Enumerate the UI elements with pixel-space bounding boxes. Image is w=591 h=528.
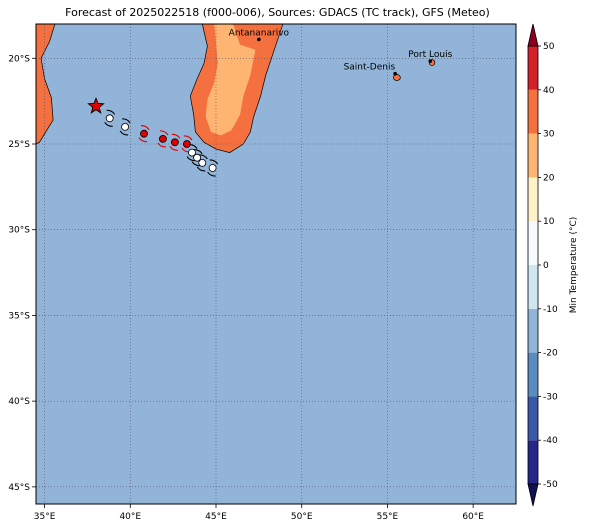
cyclone-eye [182, 140, 191, 148]
cyclone-arm [207, 171, 216, 177]
cyclone-eye [158, 134, 167, 143]
city-marker [393, 71, 397, 76]
lat-tick-label: 40°S [8, 397, 30, 407]
cyclone-arm [188, 144, 198, 149]
cyclone-eye [121, 123, 129, 131]
mozambique-land [35, 23, 56, 145]
colorbar-tick-label: -10 [543, 305, 558, 315]
cyclone-arm [159, 130, 169, 136]
cyclone-symbol [207, 159, 219, 177]
colorbar-segment [528, 89, 538, 134]
colorbar-segment [528, 265, 538, 309]
cyclone-arm [183, 135, 193, 141]
colorbar-segment [528, 46, 538, 90]
map-frame [35, 23, 517, 505]
reunion-island [393, 74, 401, 81]
map-title: Forecast of 2025022518 (f000-006), Sourc… [65, 6, 490, 19]
city-label: Port Louis [408, 50, 452, 60]
lat-tick-label: 20°S [8, 54, 30, 64]
city-label: Antananarivo [229, 28, 290, 38]
cyclone-arm [171, 133, 181, 139]
colorbar-segment [528, 133, 538, 178]
colorbar-segment [528, 177, 538, 222]
cyclone-eye [198, 158, 207, 167]
colorbar-tick-label: -40 [543, 436, 558, 446]
cyclone-eye [208, 164, 217, 172]
lon-tick-label: 40°E [119, 512, 141, 522]
cyclone-symbol [119, 118, 131, 136]
cyclone-symbol [138, 125, 150, 143]
colorbar-tick-label: 10 [543, 217, 555, 227]
cyclone-eye [140, 129, 148, 138]
colorbar-segment [528, 440, 538, 484]
cyclone-symbol [157, 130, 169, 148]
city-marker [257, 37, 261, 42]
cyclone-eye [193, 153, 202, 162]
cyclone-arm [140, 125, 150, 131]
cyclone-arm [122, 118, 131, 124]
lat-tick-label: 25°S [8, 140, 30, 150]
colorbar-label: Min Temperature (°C) [569, 217, 579, 314]
cyclone-arm [138, 137, 148, 143]
colorbar-tick-label: -20 [543, 349, 558, 359]
city-label: Saint-Denis [344, 63, 396, 73]
cyclone-arm [196, 166, 206, 172]
colorbar-tick-label: -30 [543, 392, 558, 402]
colorbar-segment [528, 396, 538, 441]
cyclone-arm [119, 130, 129, 136]
ocean-background [36, 24, 516, 504]
colorbar-tick-label: 50 [543, 42, 555, 52]
colorbar-segment [528, 308, 538, 353]
lat-tick-label: 30°S [8, 226, 30, 236]
colorbar-tick-label: 30 [543, 130, 555, 140]
lon-tick-label: 55°E [377, 512, 399, 522]
colorbar-tick-label: -50 [543, 480, 558, 490]
lon-tick-label: 35°E [34, 512, 56, 522]
colorbar-tick-label: 40 [543, 86, 555, 96]
cyclone-arm [104, 121, 113, 127]
cyclone-arm [199, 154, 208, 160]
colorbar-extend-min [527, 483, 539, 507]
lon-tick-label: 45°E [205, 512, 227, 522]
lat-tick-label: 45°S [8, 483, 30, 493]
lon-tick-label: 50°E [291, 512, 313, 522]
cyclone-symbol [169, 133, 181, 151]
cyclone-arm [106, 109, 116, 115]
cyclone-eye [170, 138, 179, 147]
current-position-star [87, 97, 105, 114]
colorbar-extend-max [527, 23, 539, 47]
lon-tick-label: 60°E [462, 512, 484, 522]
cyclone-arm [209, 159, 219, 165]
colorbar-segment [528, 352, 538, 397]
cyclone-eye [188, 148, 196, 157]
cyclone-arm [157, 142, 166, 148]
madagascar-inland-zone [205, 24, 256, 136]
cyclone-symbol [104, 109, 116, 127]
city-marker [428, 59, 433, 63]
cyclone-arm [169, 145, 178, 151]
cyclone-symbol [196, 154, 208, 172]
lat-tick-label: 35°S [8, 311, 30, 321]
colorbar-tick-label: 20 [543, 173, 555, 183]
colorbar-segment [528, 221, 538, 265]
cyclone-eye [105, 114, 114, 123]
colorbar-tick-label: 0 [543, 261, 549, 271]
cyclone-arm [194, 149, 203, 155]
